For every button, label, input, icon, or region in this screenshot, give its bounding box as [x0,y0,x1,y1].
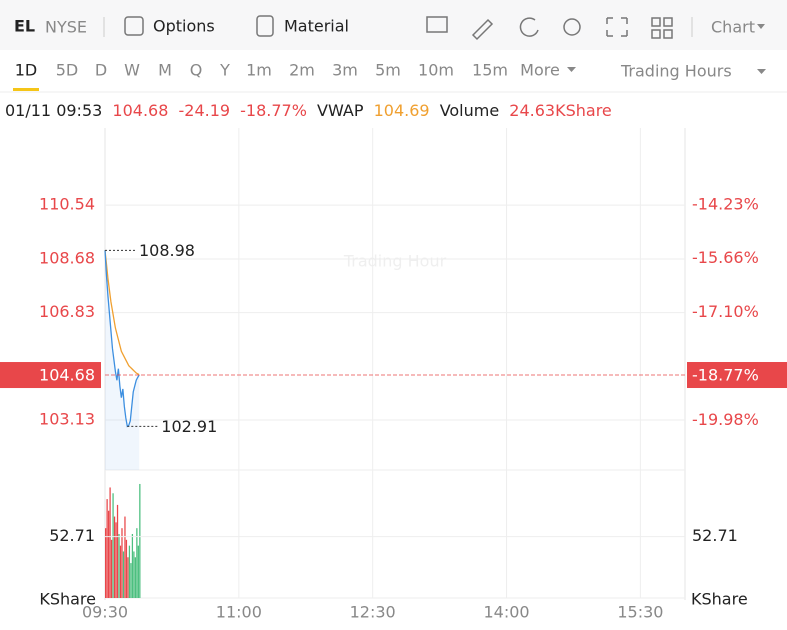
quote-time: 01/11 09:53 [5,101,102,120]
tool-icons [426,16,693,41]
volume-bar [136,528,138,598]
watermark: Trading Hour [343,252,447,271]
period-tab[interactable]: 1D [15,61,38,80]
price-area [105,250,140,470]
material-label[interactable]: Material [284,17,349,36]
volume-bar [115,522,117,598]
quote-price: 104.68 [112,101,168,120]
volume-tick-label: 52.71 [49,526,95,545]
quote-change: -24.19 [178,101,230,120]
current-pct-label: -18.77% [692,366,759,385]
toolbar [0,0,787,50]
y2-tick-label: -19.98% [692,410,759,429]
quote-change-pct: -18.77% [240,101,307,120]
volume-bar [130,563,132,598]
y-tick-label: 110.54 [39,195,95,214]
volume-bar [125,539,128,598]
period-tab[interactable]: 1m [246,61,272,80]
quote-line: 01/11 09:53 104.68 -24.19 -18.77% VWAP 1… [5,101,612,120]
volume-bar [113,516,116,598]
volume-bar [116,504,119,598]
period-bar: 1D 5D D W M Q Y 1m 2m 3m 5m 10m 15m More [13,61,576,91]
y2-tick-label: -15.66% [692,248,759,267]
chart-menu[interactable]: Chart [711,18,755,37]
period-tab[interactable]: 3m [332,61,358,80]
options-label[interactable]: Options [153,17,215,36]
volume-bar [134,557,137,598]
period-tab[interactable]: 5D [56,61,79,80]
volume-bar [124,516,126,598]
volume-bar [110,539,113,598]
vwap-label: VWAP [317,101,364,120]
period-tab[interactable]: D [95,61,107,80]
period-tab[interactable]: 10m [418,61,454,80]
more-arrow[interactable] [567,67,576,72]
period-underline [13,88,39,91]
draw-icon[interactable] [471,18,494,41]
volume-bar [122,551,125,598]
period-tab[interactable]: Q [190,61,203,80]
material-icon [256,15,274,37]
period-tab[interactable]: Y [219,61,230,80]
y2-tick-label: -17.10% [692,302,759,321]
indicator-icon[interactable] [426,16,448,33]
volume-bar [137,545,139,598]
x-tick-label: 09:30 [82,603,128,622]
vwap-value: 104.69 [374,101,430,120]
x-tick-label: 12:30 [350,603,396,622]
options-button[interactable]: Options [124,16,215,36]
volume-bar [139,483,141,598]
y2-tick-label: -14.23% [692,195,759,214]
volume-bar [131,534,134,598]
period-tab[interactable]: W [124,61,140,80]
line-1 [104,250,140,376]
volume-bar [128,545,131,598]
line-0 [104,250,140,428]
x-tick-label: 11:00 [216,603,262,622]
current-pct-box [687,362,787,389]
annotation-label: 102.91 [161,417,217,436]
y-tick-label: 103.13 [39,409,95,428]
exchange: NYSE [45,18,87,37]
volume-bar [119,545,122,598]
period-tab[interactable]: 5m [375,61,401,80]
volume-bar [133,551,135,598]
volume-bar [107,510,110,598]
symbol: EL [14,17,35,36]
material-button[interactable]: Material [256,15,349,37]
session-menu[interactable]: Trading Hours [620,62,732,81]
refresh-icon[interactable] [519,17,539,37]
volume-tick-label: 52.71 [692,526,738,545]
session-menu-arrow[interactable] [757,69,766,74]
volume-bar [118,534,120,598]
fullscreen-icon[interactable] [606,17,628,37]
volume-value: 24.63KShare [509,101,611,120]
options-icon [124,16,144,36]
volume-unit: KShare [39,590,96,609]
volume-bar [106,499,108,598]
period-tab[interactable]: 15m [472,61,508,80]
current-price-label: 104.68 [39,366,95,385]
volume-bar [105,528,107,598]
y-tick-label: 108.68 [39,249,95,268]
period-tab[interactable]: 2m [289,61,315,80]
period-tab[interactable]: More [520,61,560,80]
y-tick-label: 106.83 [39,302,95,321]
period-tab[interactable]: M [158,61,172,80]
chart-menu-arrow[interactable] [757,24,765,29]
volume-bar [109,487,111,598]
layout-icon[interactable] [651,17,673,39]
current-price-box [0,362,101,389]
volume-label: Volume [440,101,500,120]
volume-bar [112,493,114,598]
volume-unit: KShare [691,590,748,609]
volume-bar [121,528,123,598]
annotation-label: 108.98 [139,241,195,260]
x-tick-label: 15:30 [617,603,663,622]
x-tick-label: 14:00 [483,603,529,622]
settings-icon[interactable] [563,18,581,36]
volume-bar [127,557,129,598]
